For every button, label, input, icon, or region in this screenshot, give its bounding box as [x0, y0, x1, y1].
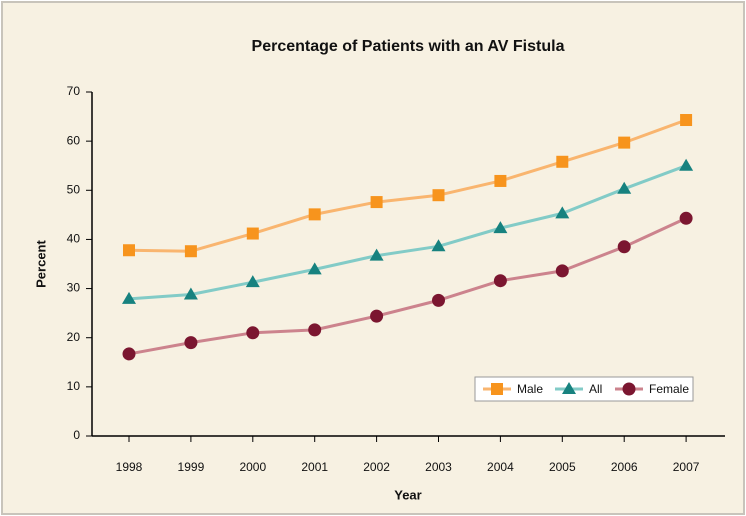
chart-title: Percentage of Patients with an AV Fistul…	[252, 38, 565, 55]
x-tick-label: 2001	[301, 460, 328, 474]
data-point	[183, 287, 198, 300]
data-point	[617, 181, 632, 194]
y-tick-label: 40	[67, 232, 81, 246]
data-point	[184, 245, 197, 258]
x-tick-label: 1999	[178, 460, 205, 474]
data-point	[432, 293, 445, 307]
data-point	[556, 155, 569, 168]
legend-box	[474, 376, 694, 402]
legend-marker	[562, 382, 576, 394]
legend-label: Female	[649, 382, 689, 396]
x-tick-label: 2005	[549, 460, 576, 474]
legend-marker	[622, 382, 636, 396]
data-point	[245, 275, 260, 288]
data-point	[122, 347, 136, 361]
y-tick-label: 50	[67, 182, 81, 196]
x-tick-label: 2007	[673, 460, 700, 474]
data-point	[617, 240, 631, 254]
data-point	[123, 244, 135, 257]
data-point	[369, 248, 384, 261]
data-point	[246, 227, 259, 240]
data-point	[494, 174, 507, 187]
data-point	[370, 309, 384, 323]
legend-marker	[491, 383, 503, 395]
y-tick-label: 30	[67, 281, 81, 295]
legend-label: All	[589, 382, 602, 396]
x-axis-label: Year	[394, 487, 421, 502]
x-tick-label: 2004	[487, 460, 514, 474]
data-point	[307, 262, 322, 275]
x-tick-label: 2003	[425, 460, 452, 474]
y-axis-label: Percent	[33, 239, 48, 287]
y-tick-label: 10	[67, 379, 81, 393]
data-point	[308, 208, 321, 221]
data-point	[431, 239, 446, 252]
x-tick-label: 1998	[116, 460, 143, 474]
data-point	[555, 264, 569, 278]
series-line	[128, 164, 687, 301]
y-tick-label: 0	[73, 428, 80, 442]
x-tick-label: 2002	[363, 460, 390, 474]
data-point	[370, 196, 383, 209]
data-point	[618, 136, 631, 149]
series-line	[128, 216, 687, 356]
data-point	[555, 206, 570, 219]
data-point	[493, 274, 507, 288]
data-point	[122, 291, 136, 304]
legend-label: Male	[517, 382, 543, 396]
data-point	[432, 189, 445, 202]
data-point	[493, 221, 508, 234]
y-tick-label: 20	[67, 330, 81, 344]
x-tick-label: 2000	[239, 460, 266, 474]
series-line	[128, 118, 687, 253]
x-tick-label: 2006	[611, 460, 638, 474]
data-point	[680, 114, 693, 127]
data-point	[308, 323, 322, 337]
data-point	[679, 158, 694, 171]
data-point	[184, 336, 198, 350]
data-point	[246, 326, 260, 340]
y-tick-label: 70	[67, 84, 81, 98]
data-point	[679, 211, 693, 225]
y-tick-label: 60	[67, 133, 81, 147]
